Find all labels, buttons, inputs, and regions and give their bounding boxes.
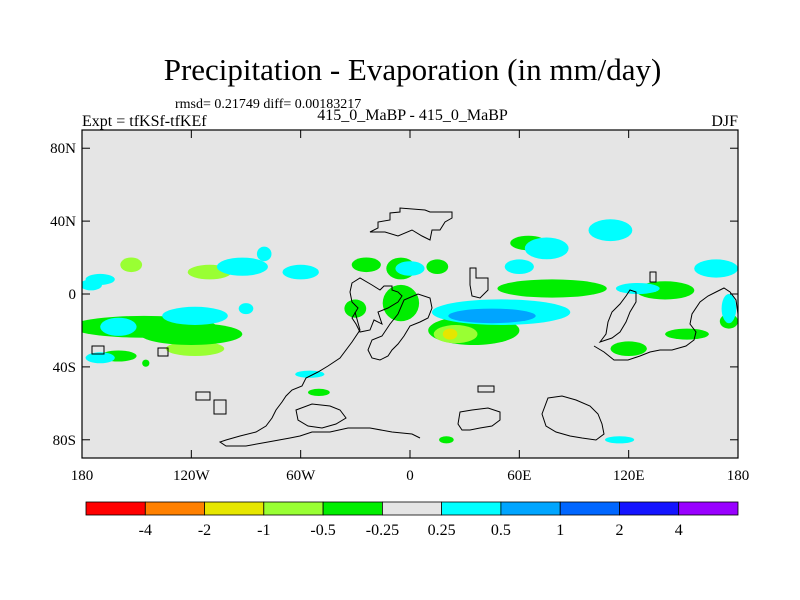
colorbar-label: -0.5 — [310, 522, 335, 539]
y-tick-label: 40S — [53, 360, 76, 376]
anomaly-region — [439, 436, 454, 444]
colorbar-swatch — [559, 501, 620, 516]
colorbar-swatch — [204, 501, 265, 516]
x-tick-label: 120W — [173, 468, 211, 484]
colorbar-label: -0.25 — [366, 522, 399, 539]
experiment-label: Expt = tfKSf-tfKEf — [82, 113, 207, 130]
anomaly-region — [588, 219, 633, 242]
anomaly-region — [351, 257, 381, 273]
x-tick-label: 120E — [613, 468, 645, 484]
anomaly-region — [140, 323, 243, 345]
anomaly-region — [382, 284, 420, 322]
anomaly-region — [615, 283, 660, 294]
coastline-asia — [598, 289, 637, 343]
coastline-island-e — [157, 347, 169, 357]
x-tick-label: 60W — [286, 468, 316, 484]
season-label: DJF — [711, 113, 738, 130]
anomaly-region — [165, 341, 225, 357]
y-tick-label: 80N — [50, 141, 76, 157]
coastline-japan — [649, 271, 657, 283]
anomaly-region — [426, 259, 449, 275]
colorbar-label: 2 — [616, 522, 624, 539]
coastline-eurasia-east — [593, 287, 738, 361]
anomaly-region — [344, 299, 367, 318]
coastline-island-b — [213, 399, 227, 415]
anomaly-region — [694, 259, 738, 278]
anomaly-region — [85, 273, 115, 285]
colorbar-label: -2 — [198, 522, 211, 539]
x-tick-label: 180 — [71, 468, 94, 484]
chart-title: Precipitation - Evaporation (in mm/day) — [163, 52, 662, 87]
coastline-south-america — [218, 311, 421, 447]
coastline-island-a — [195, 391, 211, 401]
anomaly-region — [610, 341, 647, 357]
colorbar-label: 0.5 — [491, 522, 511, 539]
colorbar-swatch — [678, 501, 739, 516]
coastline-island-c — [91, 345, 105, 355]
anomaly-layer — [82, 219, 738, 444]
coastline-africa-east — [367, 293, 433, 361]
colorbar-swatch — [144, 501, 206, 516]
colorbar-label: 4 — [675, 522, 683, 539]
anomaly-region — [282, 264, 319, 280]
coastline-africa-west — [349, 277, 403, 333]
coastline-north-america — [369, 207, 453, 241]
colorbar-swatch — [381, 501, 443, 516]
colorbar: -4 -2 -1 -0.5 -0.25 0.25 0.5 1 2 4 — [85, 501, 739, 539]
anomaly-region — [721, 294, 737, 324]
colorbar-swatch — [441, 501, 502, 516]
coastline-central-america — [469, 267, 489, 299]
x-axis: 180 120W 60W 0 60E 120E 180 — [71, 130, 750, 484]
coastline-antarctica-east — [541, 395, 605, 441]
chart-subtitle: 415_0_MaBP - 415_0_MaBP — [317, 107, 508, 124]
anomaly-region — [605, 436, 635, 444]
anomaly-region — [256, 246, 272, 262]
anomaly-region — [524, 237, 569, 260]
anomaly-region — [497, 279, 607, 298]
colorbar-label: 0.25 — [428, 522, 456, 539]
anomaly-region — [216, 257, 268, 276]
stats-label: rmsd= 0.21749 diff= 0.00183217 — [175, 97, 362, 112]
x-tick-label: 180 — [727, 468, 750, 484]
anomaly-region — [442, 328, 458, 340]
anomaly-region — [238, 303, 254, 315]
colorbar-label: 1 — [556, 522, 564, 539]
colorbar-swatch — [619, 501, 680, 516]
coastline-maritime — [457, 407, 501, 431]
anomaly-region — [162, 306, 228, 325]
colorbar-swatch — [500, 501, 561, 516]
colorbar-label: -1 — [257, 522, 270, 539]
coastline-layer — [91, 207, 738, 447]
coastline-island-d — [477, 385, 495, 393]
anomaly-region — [308, 388, 330, 396]
colorbar-swatch — [322, 501, 383, 516]
anomaly-region — [504, 259, 534, 275]
anomaly-region — [395, 261, 425, 276]
x-tick-label: 60E — [507, 468, 531, 484]
colorbar-swatch — [263, 501, 324, 516]
x-tick-label: 0 — [406, 468, 414, 484]
anomaly-region — [448, 308, 536, 324]
y-tick-label: 80S — [53, 433, 76, 449]
y-tick-label: 40N — [50, 214, 76, 230]
y-axis: 80N 40N 0 40S 80S — [50, 141, 738, 449]
anomaly-region — [295, 370, 325, 378]
colorbar-label: -4 — [139, 522, 152, 539]
anomaly-region — [100, 317, 137, 336]
coastline-antarctica — [295, 403, 347, 429]
anomaly-region — [665, 328, 709, 340]
anomaly-region — [85, 352, 115, 364]
colorbar-swatch — [85, 501, 146, 516]
y-tick-label: 0 — [69, 287, 77, 303]
anomaly-region — [120, 257, 143, 273]
anomaly-region — [142, 359, 150, 367]
